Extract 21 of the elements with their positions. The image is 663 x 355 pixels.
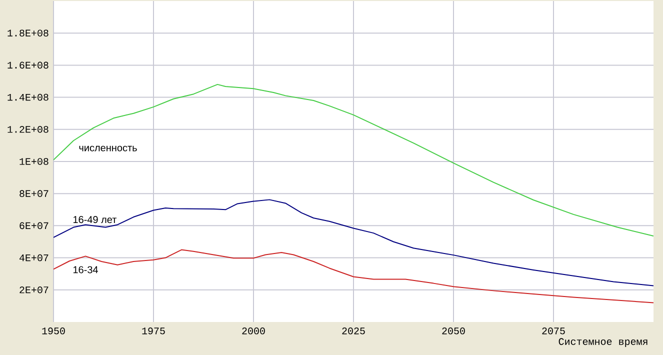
x-tick-label: 1975 (142, 328, 165, 334)
y-tick-label: 1.2E+08 (8, 126, 48, 133)
x-tick-label: 2025 (342, 328, 365, 334)
x-tick-label: 2050 (442, 328, 465, 334)
y-tick-label: 4E+07 (19, 254, 48, 262)
x-tick-label: 2075 (542, 328, 565, 334)
x-tick-label: 1950 (42, 328, 65, 334)
series-label: численность (79, 146, 137, 152)
y-tick-label: 1E+08 (20, 158, 48, 165)
y-tick-label: 1.8E+08 (8, 30, 48, 36)
y-tick-label: 8E+07 (20, 190, 48, 197)
y-tick-label: 1.4E+08 (8, 94, 48, 101)
x-axis-title: Системное время (558, 338, 648, 347)
x-tick-label: 2000 (242, 328, 265, 334)
series-label: 16-34 (73, 266, 98, 274)
series-label: 16-49 лет (73, 216, 117, 224)
y-tick-label: 1.6E+08 (8, 62, 48, 69)
y-tick-label: 2E+07 (20, 286, 48, 294)
line-series (54, 199, 654, 286)
y-tick-label: 6E+07 (20, 222, 48, 230)
line-series (54, 84, 654, 236)
